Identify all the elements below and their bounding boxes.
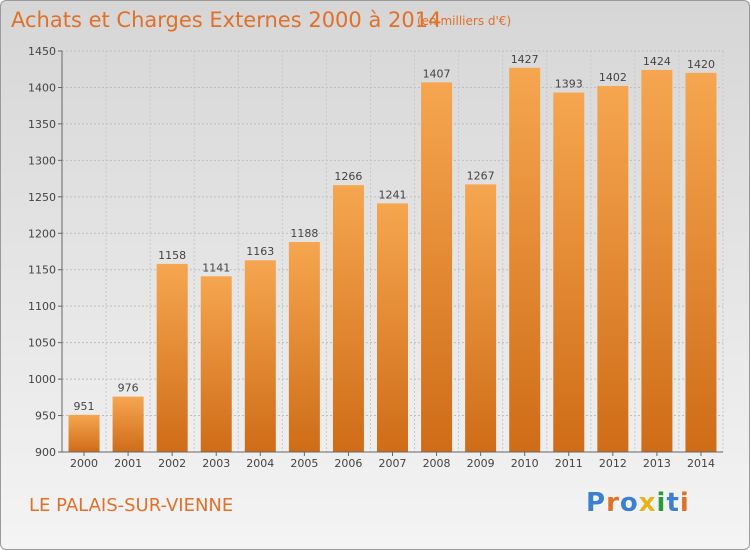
bar [597,85,629,452]
y-tick-label: 1100 [28,300,56,313]
chart-title: Achats et Charges Externes 2000 à 2014 [11,8,442,32]
logo-letter: P [586,488,607,518]
y-tick-label: 1400 [28,81,56,94]
bar [112,396,144,452]
data-label: 1402 [599,71,627,84]
data-label: 976 [118,382,139,395]
x-tick-label: 2009 [467,457,495,470]
y-tick-label: 1050 [28,337,56,350]
data-label: 1241 [379,188,407,201]
x-tick-label: 2013 [643,457,671,470]
location-label: LE PALAIS-SUR-VIENNE [29,495,234,516]
data-label: 1427 [511,53,539,66]
bar [200,276,232,452]
x-tick-label: 2005 [290,457,318,470]
y-tick-label: 1200 [28,227,56,240]
y-tick-label: 900 [35,446,56,459]
bar [509,67,541,452]
bar [465,184,497,452]
data-label: 1163 [246,245,274,258]
data-label: 1158 [158,249,186,262]
data-label: 1424 [643,55,671,68]
bar [377,203,408,452]
bar [156,263,188,452]
x-tick-label: 2003 [202,457,230,470]
logo-letter: o [619,488,639,518]
x-tick-label: 2008 [423,457,451,470]
y-tick-label: 1000 [28,373,56,386]
y-tick-label: 1300 [28,154,56,167]
bars: 951 976 1158 1141 1163 1188 1266 1241 1407 1267 14… [68,53,717,453]
bar [641,69,673,452]
y-tick-label: 1250 [28,191,56,204]
data-label: 1407 [423,67,451,80]
data-label: 1141 [202,261,230,274]
logo-letter: x [638,488,657,518]
data-label: 1420 [687,58,715,71]
data-label: 1267 [467,169,495,182]
x-tick-label: 2011 [555,457,583,470]
logo-letter: t [666,488,680,518]
data-label: 951 [74,400,95,413]
x-tick-label: 2006 [334,457,362,470]
logo-letter: i [679,488,690,518]
x-tick-label: 2004 [246,457,274,470]
x-tick-label: 2002 [158,457,186,470]
y-tick-label: 1150 [28,264,56,277]
logo-letter: r [606,488,620,518]
x-tick-label: 2001 [114,457,142,470]
x-tick-label: 2007 [379,457,407,470]
x-tick-label: 2010 [511,457,539,470]
data-label: 1266 [334,170,362,183]
y-tick-label: 1450 [28,45,56,58]
grid-lines [61,50,724,453]
y-tick-label: 950 [35,410,56,423]
data-label: 1393 [555,78,583,91]
axes: 900 950 1000 1050 1100 1150 1200 1250 1300 1350 14… [28,45,723,470]
bar [244,260,276,452]
chart-subtitle: (en milliers d'€) [417,14,512,28]
y-tick-label: 1350 [28,118,56,131]
bar [553,92,585,453]
bar [68,414,100,452]
data-label: 1188 [290,227,318,240]
bar [685,72,717,452]
bar [421,82,453,453]
x-tick-label: 2014 [687,457,715,470]
bar [332,185,364,453]
x-tick-label: 2012 [599,457,627,470]
x-tick-label: 2000 [70,457,98,470]
bar [288,242,320,452]
logo-letter: i [656,488,667,518]
proxiti-logo: Proxiti [586,488,690,518]
